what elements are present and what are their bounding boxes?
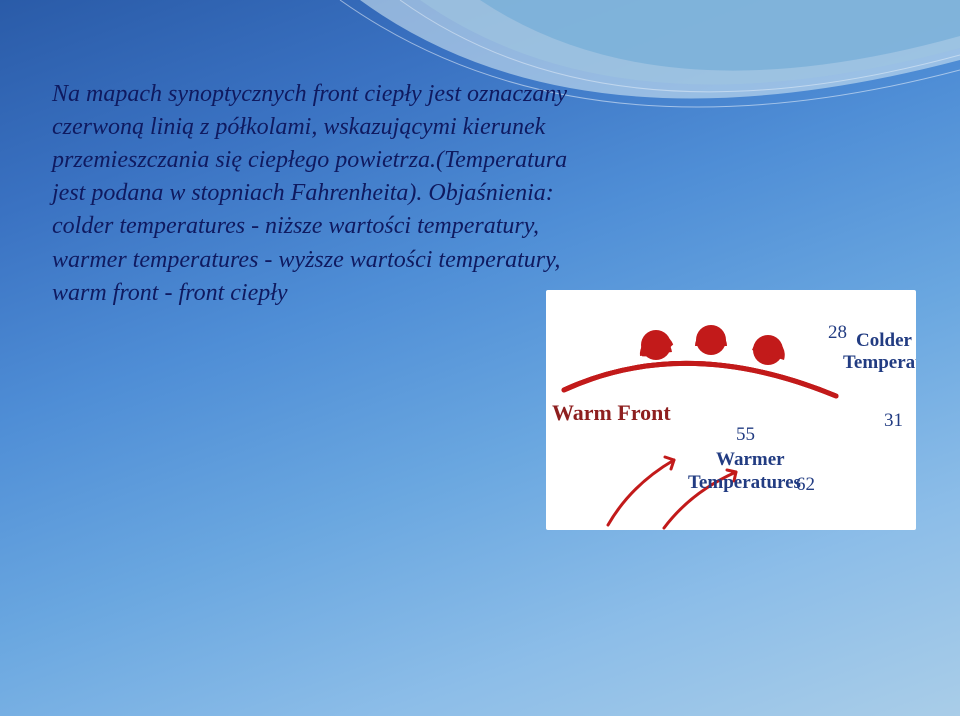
value-colder-right: 31 — [884, 410, 903, 431]
label-colder-2: Temperatures — [843, 352, 916, 373]
slide-container: Na mapach synoptycznych front ciepły jes… — [0, 0, 960, 716]
value-warmer-bottom: 62 — [796, 474, 815, 495]
label-warmer-1: Warmer — [716, 449, 785, 470]
value-colder-top: 28 — [828, 322, 847, 343]
label-warm-front: Warm Front — [552, 400, 671, 425]
value-warmer-center: 55 — [736, 424, 755, 445]
body-paragraph: Na mapach synoptycznych front ciepły jes… — [52, 78, 592, 310]
label-colder-1: Colder — [856, 330, 913, 351]
label-warmer-2: Temperatures — [688, 472, 801, 493]
warm-front-diagram: Warm Front 28 Colder Temperatures 31 55 … — [546, 290, 916, 530]
